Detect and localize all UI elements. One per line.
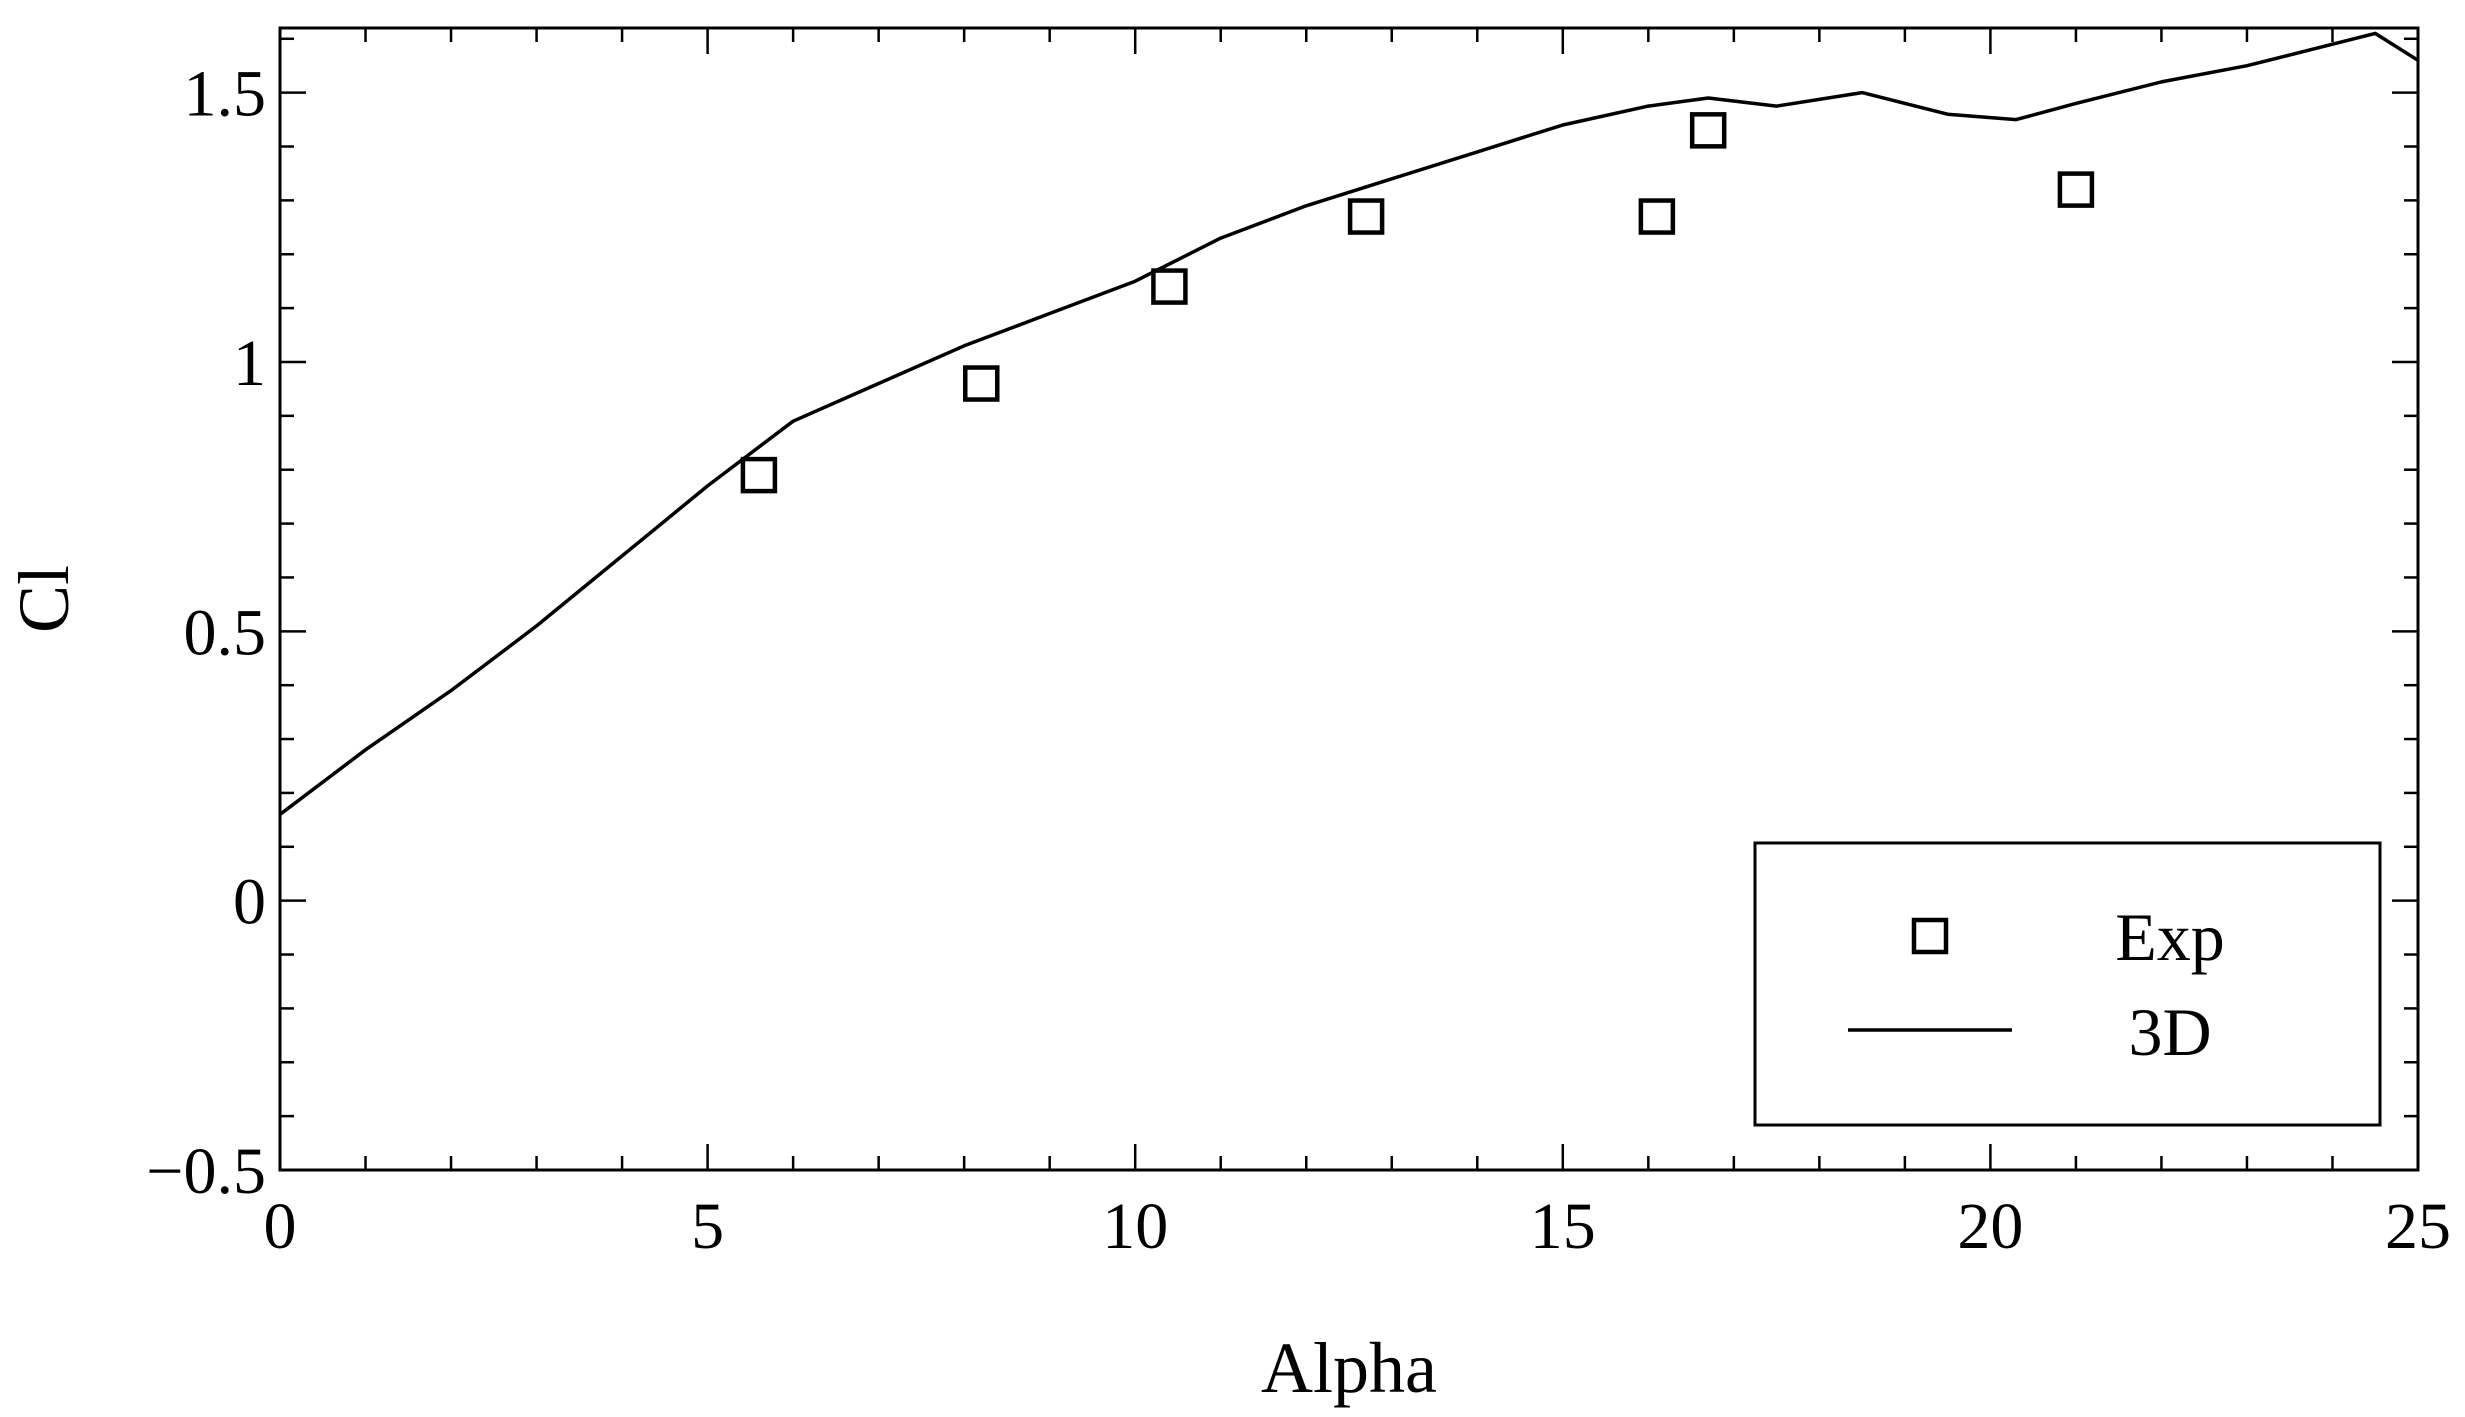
- tick-marks: [278, 28, 2420, 1172]
- y-tick-label: 0: [233, 866, 266, 939]
- legend-box: [1753, 841, 2382, 1127]
- x-tick-label: 15: [1530, 1190, 1596, 1263]
- legend-3d-label: 3D: [2128, 994, 2211, 1070]
- exp-data-point: [1638, 198, 1676, 235]
- exp-data-point: [1689, 112, 1727, 149]
- plot-content: [280, 31, 2418, 816]
- series-3d-line: [280, 31, 2418, 816]
- exp-data-point: [2057, 171, 2095, 208]
- y-axis-label: Cl: [4, 565, 84, 633]
- y-tick-label: 0.5: [184, 596, 267, 669]
- exp-data-point: [1347, 198, 1385, 235]
- x-tick-label: 25: [2385, 1190, 2451, 1263]
- y-tick-label: 1.5: [184, 58, 267, 131]
- legend-exp-marker: [1911, 917, 1949, 955]
- plot-frame: [278, 26, 2420, 1172]
- y-tick-label: −0.5: [146, 1135, 266, 1208]
- legend: Exp 3D: [1753, 841, 2382, 1127]
- y-tick-label: 1: [233, 327, 266, 400]
- legend-exp-label: Exp: [2115, 899, 2225, 975]
- x-tick-label: 10: [1102, 1190, 1168, 1263]
- exp-data-point: [1151, 268, 1188, 305]
- x-tick-label: 0: [264, 1190, 297, 1263]
- x-tick-label: 20: [1957, 1190, 2023, 1263]
- x-tick-label: 5: [691, 1190, 724, 1263]
- exp-data-point: [963, 365, 1000, 402]
- tick-labels: 0 5 10 15 20 25−0.500.511.5: [146, 58, 2451, 1263]
- exp-data-point: [740, 456, 778, 494]
- x-axis-label: Alpha: [1261, 1328, 1437, 1408]
